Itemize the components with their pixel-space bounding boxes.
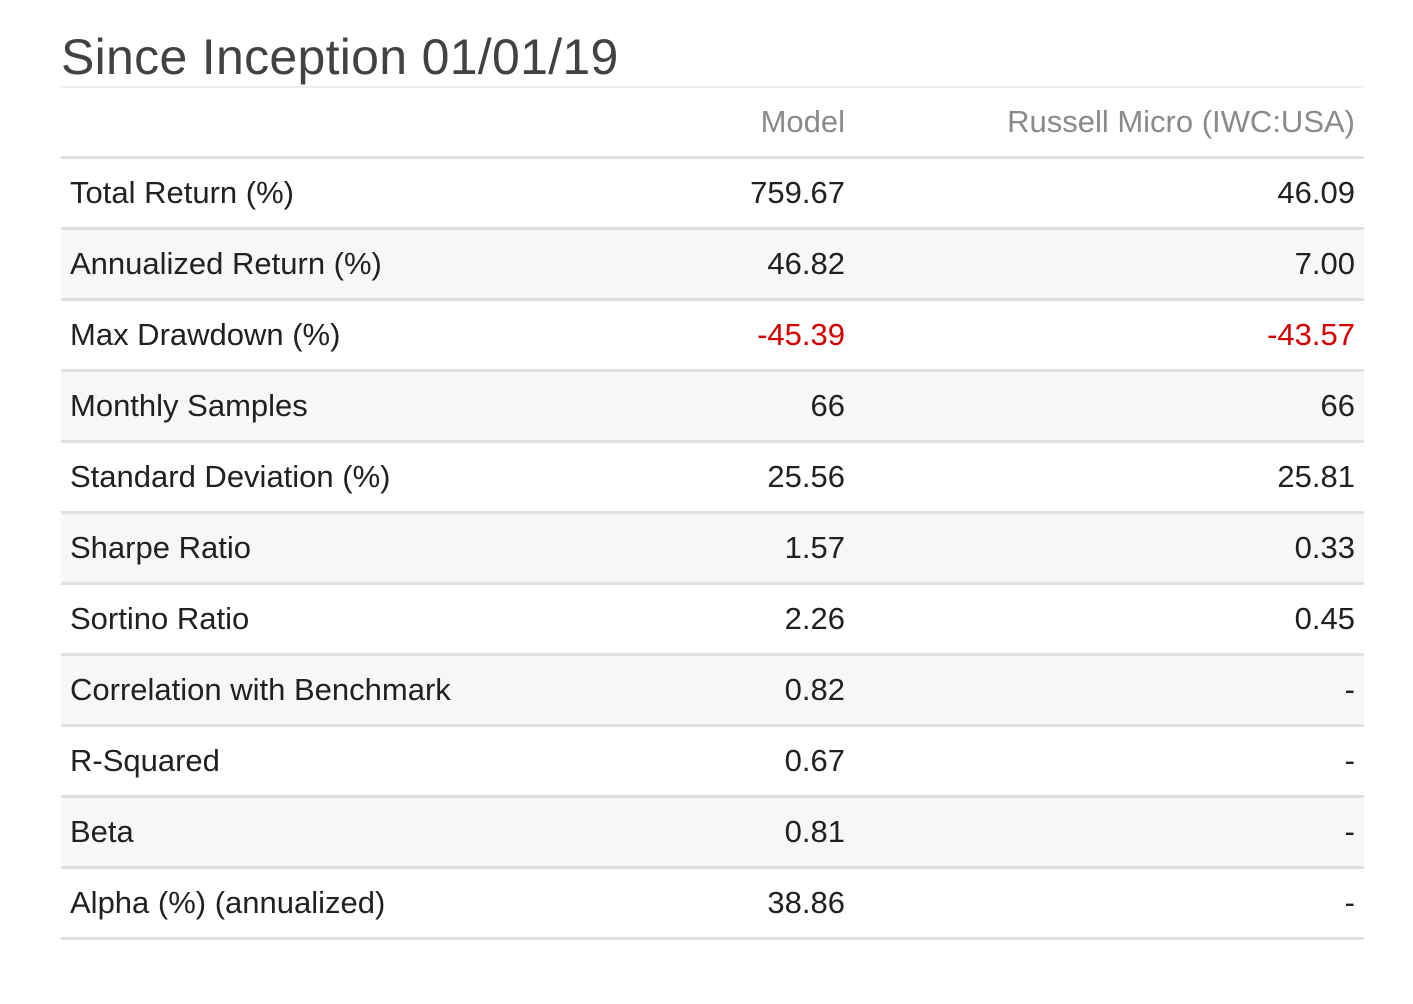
metric-label: Sortino Ratio — [61, 583, 664, 656]
model-value: 25.56 — [664, 441, 854, 514]
metric-label: Max Drawdown (%) — [61, 299, 664, 372]
metric-label: Sharpe Ratio — [61, 512, 664, 585]
table-row: Sharpe Ratio 1.57 0.33 — [61, 512, 1364, 585]
model-value: 38.86 — [664, 867, 854, 940]
column-header-model: Model — [664, 87, 854, 159]
table-header-row: Model Russell Micro (IWC:USA) — [61, 87, 1364, 159]
table-row: Beta 0.81- — [61, 796, 1364, 869]
benchmark-value: -43.57 — [854, 299, 1364, 372]
table-row: Annualized Return (%) 46.82 7.00 — [61, 228, 1364, 301]
metric-label: Alpha (%) (annualized) — [61, 867, 664, 940]
table-body: Total Return (%) 759.67 46.09 Annualized Re… — [61, 157, 1364, 940]
metric-label: Standard Deviation (%) — [61, 441, 664, 514]
metric-label: R-Squared — [61, 725, 664, 798]
table-row: R-Squared 0.67- — [61, 725, 1364, 798]
table-row: Standard Deviation (%) 25.56 25.81 — [61, 441, 1364, 514]
performance-table: Model Russell Micro (IWC:USA) Total Retu… — [61, 86, 1364, 940]
model-value: 759.67 — [664, 157, 854, 230]
table-row: Alpha (%) (annualized) 38.86- — [61, 867, 1364, 940]
metric-label: Correlation with Benchmark — [61, 654, 664, 727]
benchmark-value: 0.45 — [854, 583, 1364, 656]
benchmark-value: - — [854, 725, 1364, 798]
benchmark-value: - — [854, 867, 1364, 940]
metric-label: Total Return (%) — [61, 157, 664, 230]
column-header-benchmark: Russell Micro (IWC:USA) — [854, 87, 1364, 159]
table-row: Sortino Ratio 2.26 0.45 — [61, 583, 1364, 656]
benchmark-value: 0.33 — [854, 512, 1364, 585]
benchmark-value: 25.81 — [854, 441, 1364, 514]
benchmark-value: 46.09 — [854, 157, 1364, 230]
benchmark-value: - — [854, 654, 1364, 727]
benchmark-value: 66 — [854, 370, 1364, 443]
performance-panel: Since Inception 01/01/19 Model Russell M… — [61, 0, 1364, 940]
table-row: Max Drawdown (%) -45.39 -43.57 — [61, 299, 1364, 372]
model-value: 2.26 — [664, 583, 854, 656]
model-value: 0.82 — [664, 654, 854, 727]
table-row: Monthly Samples 66 66 — [61, 370, 1364, 443]
model-value: -45.39 — [664, 299, 854, 372]
table-row: Correlation with Benchmark 0.82- — [61, 654, 1364, 727]
model-value: 1.57 — [664, 512, 854, 585]
model-value: 46.82 — [664, 228, 854, 301]
model-value: 0.81 — [664, 796, 854, 869]
page-title: Since Inception 01/01/19 — [61, 29, 619, 85]
metric-label: Beta — [61, 796, 664, 869]
column-header-label — [61, 87, 664, 159]
benchmark-value: 7.00 — [854, 228, 1364, 301]
model-value: 66 — [664, 370, 854, 443]
metric-label: Monthly Samples — [61, 370, 664, 443]
metric-label: Annualized Return (%) — [61, 228, 664, 301]
benchmark-value: - — [854, 796, 1364, 869]
model-value: 0.67 — [664, 725, 854, 798]
table-row: Total Return (%) 759.67 46.09 — [61, 157, 1364, 230]
